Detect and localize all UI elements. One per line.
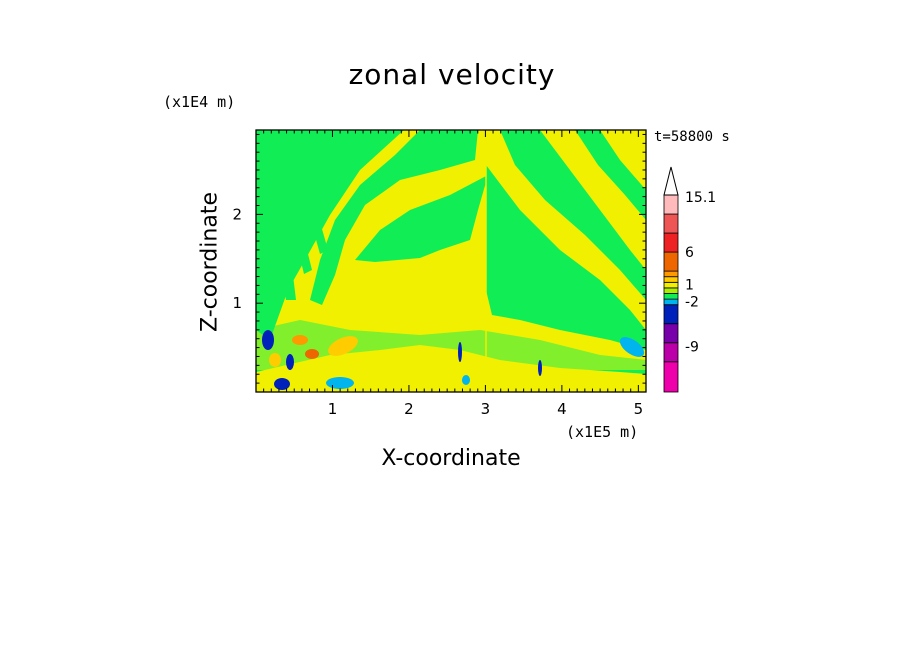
x-tick-label: 1 — [328, 400, 338, 418]
axis-tick-labels: 1 2 3 4 5 1 2 — [232, 205, 643, 418]
x-tick-label: 5 — [634, 400, 644, 418]
contour-field — [256, 130, 646, 392]
plot-frame — [255, 129, 647, 393]
chart-title: zonal velocity — [348, 58, 556, 91]
colorbar-segment — [663, 270, 679, 278]
colorbar-segment — [663, 304, 679, 325]
y-tick-label: 2 — [232, 205, 242, 223]
colorbar-segment — [663, 298, 679, 306]
colorbar-segment — [663, 276, 679, 283]
colorbar-segment — [663, 361, 679, 393]
time-label: t=58800 s — [654, 129, 730, 145]
colorbar-label: 1 — [685, 278, 694, 294]
x-tick-label: 4 — [557, 400, 567, 418]
colorbar: 15.1 6 1-2 -9 — [663, 166, 716, 393]
colorbar-segment — [663, 213, 679, 234]
colorbar-segment — [663, 251, 679, 272]
colorbar-label: 15.1 — [685, 190, 716, 206]
colorbar-segment — [663, 194, 679, 215]
colorbar-segment — [663, 323, 679, 344]
x-axis-unit: (x1E5 m) — [566, 423, 639, 441]
colorbar-segment — [663, 342, 679, 363]
colorbar-label: -2 — [685, 294, 699, 310]
x-axis-title: X-coordinate — [381, 446, 521, 471]
colorbar-segment — [663, 281, 679, 289]
colorbar-segment — [663, 293, 679, 300]
colorbar-label: -9 — [685, 340, 699, 356]
colorbar-segment — [663, 287, 679, 294]
colorbar-segment — [663, 232, 679, 253]
axis-ticks — [256, 130, 647, 392]
colorbar-label: 6 — [685, 245, 694, 261]
y-tick-label: 1 — [232, 294, 242, 312]
x-tick-label: 2 — [404, 400, 414, 418]
colorbar-extend-arrow — [663, 166, 679, 196]
y-axis-unit: (x1E4 m) — [163, 93, 236, 111]
x-tick-label: 3 — [481, 400, 491, 418]
